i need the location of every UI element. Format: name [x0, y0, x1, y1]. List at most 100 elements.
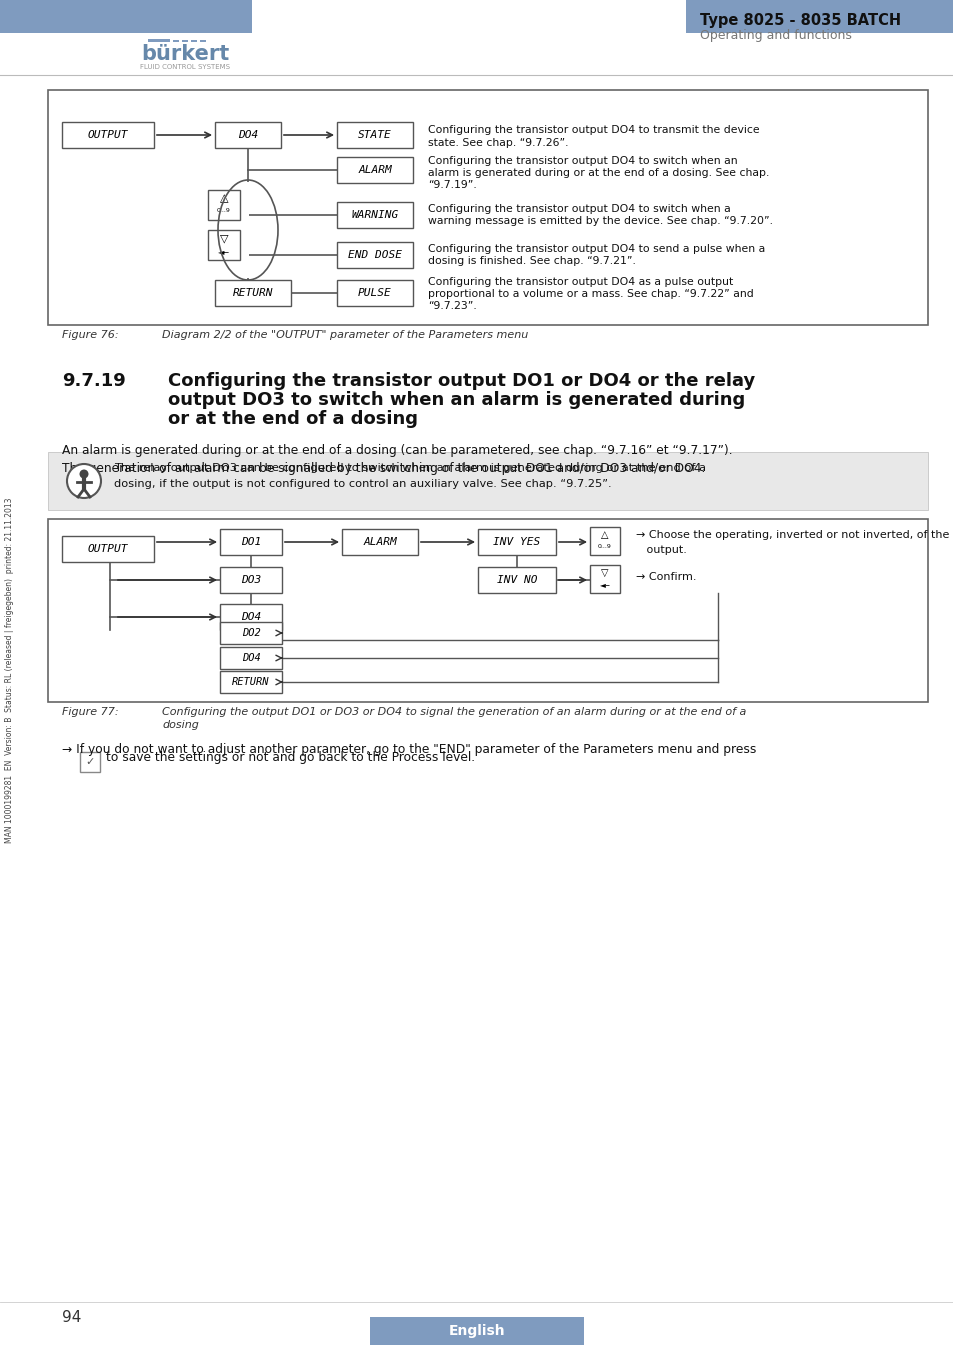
Text: alarm is generated during or at the end of a dosing. See chap.: alarm is generated during or at the end …	[428, 167, 768, 178]
Text: ◄─: ◄─	[599, 580, 610, 590]
Bar	[477, 567, 556, 593]
Text: △: △	[219, 193, 228, 202]
Text: dosing: dosing	[162, 720, 198, 730]
Bar	[200, 40, 206, 42]
Text: Figure 76:: Figure 76:	[62, 329, 118, 340]
Bar	[589, 526, 619, 555]
Text: The relay output DO3 can be configured to switch when an alarm is generated duri: The relay output DO3 can be configured t…	[113, 463, 705, 472]
Text: Configuring the transistor output DO4 as a pulse output: Configuring the transistor output DO4 as…	[428, 277, 733, 288]
Text: INV YES: INV YES	[493, 537, 540, 547]
Bar	[214, 122, 281, 148]
Text: dosing is finished. See chap. “9.7.21”.: dosing is finished. See chap. “9.7.21”.	[428, 256, 636, 266]
Text: Diagram 2/2 of the "OUTPUT" parameter of the Parameters menu: Diagram 2/2 of the "OUTPUT" parameter of…	[162, 329, 528, 340]
Bar	[48, 518, 927, 702]
Text: DO4: DO4	[237, 130, 258, 140]
Bar	[336, 202, 413, 228]
Bar	[336, 242, 413, 269]
Text: STATE: STATE	[357, 130, 392, 140]
Bar	[341, 529, 417, 555]
Text: output DO3 to switch when an alarm is generated during: output DO3 to switch when an alarm is ge…	[168, 392, 744, 409]
Text: Figure 77:: Figure 77:	[62, 707, 118, 717]
Bar	[477, 529, 556, 555]
Text: An alarm is generated during or at the end of a dosing (can be parametered, see : An alarm is generated during or at the e…	[62, 444, 732, 458]
Bar	[336, 279, 413, 306]
Bar	[62, 536, 153, 562]
Text: dosing, if the output is not configured to control an auxiliary valve. See chap.: dosing, if the output is not configured …	[113, 479, 611, 489]
Bar	[208, 190, 240, 220]
Bar	[172, 40, 179, 42]
Bar	[220, 647, 282, 670]
Text: state. See chap. “9.7.26”.: state. See chap. “9.7.26”.	[428, 138, 568, 148]
Text: → If you do not want to adjust another parameter, go to the "END" parameter of t: → If you do not want to adjust another p…	[62, 743, 756, 756]
Text: Configuring the transistor output DO4 to switch when an: Configuring the transistor output DO4 to…	[428, 157, 737, 166]
Text: Configuring the output DO1 or DO3 or DO4 to signal the generation of an alarm du: Configuring the output DO1 or DO3 or DO4…	[162, 707, 745, 717]
Text: △: △	[600, 531, 608, 540]
Text: output.: output.	[636, 545, 686, 555]
Circle shape	[79, 470, 89, 478]
Bar	[208, 230, 240, 261]
Bar	[214, 279, 291, 306]
Text: “9.7.23”.: “9.7.23”.	[428, 301, 476, 310]
Text: ✓: ✓	[85, 757, 94, 767]
Text: FLUID CONTROL SYSTEMS: FLUID CONTROL SYSTEMS	[140, 63, 230, 70]
Text: ALARM: ALARM	[357, 165, 392, 176]
Bar	[247, 182, 249, 278]
Text: DO1: DO1	[240, 537, 261, 547]
Text: 9.7.19: 9.7.19	[62, 373, 126, 390]
Bar	[220, 603, 282, 630]
Bar	[0, 0, 252, 32]
Text: proportional to a volume or a mass. See chap. “9.7.22” and: proportional to a volume or a mass. See …	[428, 289, 753, 298]
Text: ◄─: ◄─	[218, 247, 230, 256]
Bar	[220, 567, 282, 593]
Text: Configuring the transistor output DO1 or DO4 or the relay: Configuring the transistor output DO1 or…	[168, 373, 755, 390]
Text: bürkert: bürkert	[141, 45, 229, 63]
Bar	[220, 622, 282, 644]
Text: RETURN: RETURN	[233, 288, 273, 298]
Text: 94: 94	[62, 1311, 81, 1326]
Text: OUTPUT: OUTPUT	[88, 544, 128, 554]
Bar	[589, 566, 619, 593]
Text: 0...9: 0...9	[217, 208, 231, 212]
Text: → Confirm.: → Confirm.	[636, 572, 696, 582]
Circle shape	[67, 464, 101, 498]
Text: The generation of an alarm can be signalled by the switching of the output DO1 a: The generation of an alarm can be signal…	[62, 462, 704, 475]
Text: warning message is emitted by the device. See chap. “9.7.20”.: warning message is emitted by the device…	[428, 216, 772, 225]
Text: DO4: DO4	[241, 653, 260, 663]
Text: to save the settings or not and go back to the Process level.: to save the settings or not and go back …	[106, 752, 475, 764]
Bar	[220, 671, 282, 693]
Text: OUTPUT: OUTPUT	[88, 130, 128, 140]
Text: English: English	[448, 1324, 505, 1338]
Text: 0...9: 0...9	[598, 544, 611, 549]
Text: DO4: DO4	[240, 612, 261, 622]
Text: ▽: ▽	[600, 568, 608, 578]
Bar	[685, 0, 953, 32]
Text: INV NO: INV NO	[497, 575, 537, 585]
Bar	[336, 157, 413, 184]
Bar	[336, 122, 413, 148]
Bar	[48, 90, 927, 325]
Bar	[62, 122, 153, 148]
Bar	[182, 40, 188, 42]
Bar	[80, 752, 100, 772]
Bar	[220, 529, 282, 555]
Bar	[370, 1318, 583, 1345]
Text: “9.7.19”.: “9.7.19”.	[428, 180, 476, 190]
Text: DO2: DO2	[241, 628, 260, 639]
Text: ▽: ▽	[219, 234, 228, 243]
Text: MAN 1000199281  EN  Version: B  Status: RL (released | freigegeben)  printed: 21: MAN 1000199281 EN Version: B Status: RL …	[6, 497, 14, 842]
Text: → Choose the operating, inverted or not inverted, of the: → Choose the operating, inverted or not …	[636, 531, 948, 540]
Text: Type 8025 - 8035 BATCH: Type 8025 - 8035 BATCH	[700, 12, 901, 27]
Text: Configuring the transistor output DO4 to switch when a: Configuring the transistor output DO4 to…	[428, 204, 730, 215]
Text: Configuring the transistor output DO4 to send a pulse when a: Configuring the transistor output DO4 to…	[428, 244, 764, 254]
Text: DO3: DO3	[240, 575, 261, 585]
Text: Operating and functions: Operating and functions	[700, 28, 851, 42]
Text: ALARM: ALARM	[363, 537, 396, 547]
Text: END DOSE: END DOSE	[348, 250, 401, 261]
Bar	[148, 39, 170, 42]
Text: Configuring the transistor output DO4 to transmit the device: Configuring the transistor output DO4 to…	[428, 126, 759, 135]
Text: or at the end of a dosing: or at the end of a dosing	[168, 410, 417, 428]
Bar	[191, 40, 196, 42]
Text: PULSE: PULSE	[357, 288, 392, 298]
Text: WARNING: WARNING	[351, 211, 398, 220]
Bar	[48, 452, 927, 510]
